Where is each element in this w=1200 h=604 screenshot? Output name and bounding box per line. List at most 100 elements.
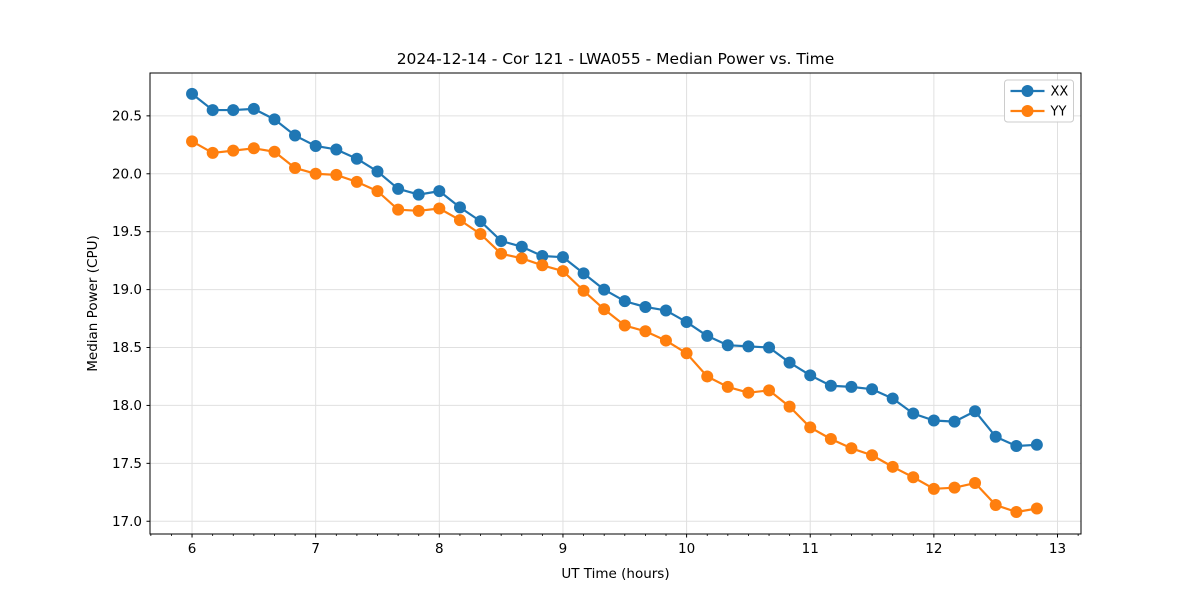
data-point-YY <box>309 167 322 180</box>
data-point-XX <box>206 104 219 117</box>
data-point-XX <box>577 267 590 280</box>
data-point-YY <box>783 400 796 413</box>
chart-title: 2024-12-14 - Cor 121 - LWA055 - Median P… <box>397 50 835 68</box>
data-point-YY <box>701 370 714 383</box>
legend-label-YY: YY <box>1050 105 1067 120</box>
data-point-XX <box>969 405 982 418</box>
data-point-XX <box>474 215 487 228</box>
axes-layer: 6 7 8 9 10 11 12 13 17.0 17.5 18.0 18.5 19.0 19.5 20.0… <box>112 72 1082 557</box>
data-point-XX <box>495 234 508 247</box>
data-point-XX <box>639 300 652 313</box>
x-tick-label: 9 <box>559 541 568 557</box>
data-point-YY <box>618 319 631 332</box>
data-point-XX <box>618 295 631 308</box>
data-point-XX <box>330 143 343 156</box>
data-point-XX <box>289 129 302 142</box>
data-point-XX <box>742 340 755 353</box>
x-tick-label: 13 <box>1049 541 1066 557</box>
data-point-YY <box>598 303 611 316</box>
data-point-XX <box>412 188 425 201</box>
data-point-YY <box>474 228 487 241</box>
data-point-XX <box>433 185 446 198</box>
data-point-YY <box>866 449 879 462</box>
data-point-YY <box>948 481 961 494</box>
data-point-XX <box>371 165 384 178</box>
data-point-XX <box>866 383 879 396</box>
data-point-YY <box>186 135 199 148</box>
data-point-XX <box>989 430 1002 443</box>
data-point-XX <box>948 415 961 428</box>
data-point-XX <box>783 356 796 369</box>
data-point-XX <box>804 369 817 382</box>
x-axis-label: UT Time (hours) <box>561 566 669 582</box>
series-line-YY <box>191 140 1038 514</box>
legend-marker <box>1021 85 1034 97</box>
x-tick-label: 6 <box>188 541 197 557</box>
data-point-YY <box>227 144 240 157</box>
data-point-XX <box>268 113 281 126</box>
data-point-XX <box>1010 439 1023 452</box>
data-point-YY <box>721 380 734 393</box>
data-point-YY <box>350 175 363 188</box>
data-point-XX <box>927 414 940 427</box>
data-point-XX <box>186 87 199 100</box>
data-point-YY <box>804 421 817 434</box>
data-point-YY <box>927 482 940 495</box>
y-tick-label: 17.5 <box>112 456 142 472</box>
data-point-YY <box>907 471 920 484</box>
data-point-XX <box>886 392 899 405</box>
data-point-YY <box>742 386 755 399</box>
data-point-XX <box>227 104 240 117</box>
data-point-XX <box>247 102 260 115</box>
y-tick-label: 19.5 <box>112 224 142 240</box>
data-point-YY <box>659 334 672 347</box>
data-point-YY <box>433 202 446 215</box>
x-tick-label: 8 <box>435 541 444 557</box>
y-tick-label: 19.0 <box>112 282 142 298</box>
data-point-XX <box>598 283 611 296</box>
legend-label-XX: XX <box>1051 85 1069 100</box>
data-point-XX <box>659 304 672 317</box>
data-point-YY <box>392 203 405 216</box>
data-point-XX <box>309 139 322 152</box>
data-point-XX <box>392 182 405 195</box>
data-point-YY <box>969 477 982 490</box>
y-tick-label: 18.0 <box>112 398 142 414</box>
data-point-XX <box>453 201 466 214</box>
data-point-YY <box>763 384 776 397</box>
data-point-YY <box>1030 502 1043 515</box>
data-point-YY <box>824 433 837 446</box>
data-point-XX <box>721 339 734 352</box>
data-point-YY <box>206 146 219 159</box>
data-point-YY <box>639 325 652 338</box>
data-point-XX <box>701 329 714 342</box>
plot-spines <box>149 72 1082 535</box>
data-point-YY <box>412 204 425 217</box>
data-layer <box>186 87 1043 518</box>
legend: XX YY <box>1004 79 1074 123</box>
data-point-YY <box>536 259 549 272</box>
data-point-YY <box>268 145 281 158</box>
data-point-XX <box>350 152 363 165</box>
data-point-YY <box>556 265 569 278</box>
data-point-XX <box>680 316 693 329</box>
data-point-XX <box>536 250 549 263</box>
data-point-XX <box>907 407 920 420</box>
data-point-YY <box>989 499 1002 512</box>
data-point-XX <box>556 251 569 264</box>
data-point-XX <box>515 240 528 253</box>
y-tick-label: 18.5 <box>112 340 142 356</box>
x-tick-label: 10 <box>678 541 695 557</box>
data-point-XX <box>845 380 858 393</box>
y-tick-label: 20.5 <box>112 108 142 124</box>
y-tick-label: 20.0 <box>112 166 142 182</box>
data-point-YY <box>453 214 466 227</box>
legend-marker <box>1021 105 1034 117</box>
data-point-YY <box>680 347 693 360</box>
data-point-YY <box>1010 505 1023 518</box>
data-point-XX <box>824 379 837 392</box>
data-point-YY <box>330 168 343 181</box>
data-point-YY <box>247 142 260 155</box>
